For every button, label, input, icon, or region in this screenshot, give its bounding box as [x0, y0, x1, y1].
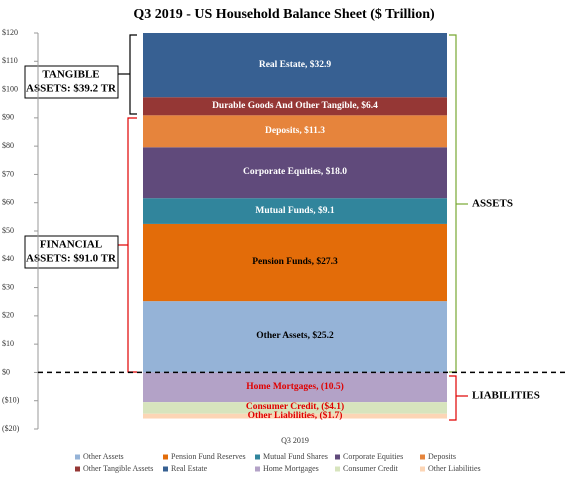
bar-segment: [143, 413, 447, 419]
y-tick-label: $120: [2, 28, 18, 37]
bar-segment: [143, 97, 447, 116]
tangible-box: [24, 65, 119, 99]
bar-segment: [143, 115, 447, 148]
legend-swatch: [255, 466, 260, 472]
legend-swatch: [335, 466, 340, 472]
legend-swatch: [163, 466, 168, 472]
bar-segment: [143, 301, 447, 373]
legend-swatch: [75, 454, 80, 460]
y-tick-label: $10: [2, 339, 14, 348]
annotation-line: ASSETS: $39.2 TR: [26, 83, 117, 95]
legend-label: Other Liabilities: [428, 464, 481, 473]
legend-label: Other Tangible Assets: [83, 464, 153, 473]
value-label: Durable Goods And Other Tangible, $6.4: [212, 100, 378, 111]
annotation-line: FINANCIAL: [40, 239, 102, 251]
bars: [143, 33, 447, 419]
value-label-box: Real Estate, $32.9: [258, 59, 332, 70]
value-label-box: Other Assets, $25.2: [256, 331, 334, 342]
legend-label: Mutual Fund Shares: [263, 452, 328, 461]
value-label: Deposits, $11.3: [265, 125, 325, 136]
bar-segment: [143, 33, 447, 98]
legend-label: Home Mortgages: [263, 464, 319, 473]
y-tick-label: ($20): [2, 424, 20, 433]
financial-bracket: [127, 117, 137, 373]
legend-swatch: [335, 454, 340, 460]
value-label-box: Mutual Funds, $9.1: [255, 205, 335, 216]
bar-segment: [143, 223, 447, 302]
legend-label: Consumer Credit: [343, 464, 399, 473]
value-label-box: Pension Funds, $27.3: [252, 257, 338, 268]
legend-swatch: [255, 454, 260, 460]
y-tick-label: $80: [2, 141, 14, 150]
y-tick-label: $50: [2, 226, 14, 235]
y-tick-label: $30: [2, 282, 14, 291]
bar-segment: [143, 372, 447, 403]
y-tick-label: $100: [2, 84, 18, 93]
liabilities-bracket: [449, 375, 457, 421]
x-tick-label: Q3 2019: [281, 436, 309, 445]
value-label: Consumer Credit, ($4.1): [245, 402, 345, 413]
value-label-box: Other Liabilities, ($1.7): [247, 410, 343, 421]
y-tick-label: $60: [2, 198, 14, 207]
financial-box: [24, 235, 119, 269]
bar-segment: [143, 147, 447, 199]
annotation-line: TANGIBLE: [42, 69, 99, 81]
value-label: Pension Funds, $27.3: [252, 257, 338, 268]
value-label-box: Deposits, $11.3: [265, 125, 325, 136]
value-label: Mutual Funds, $9.1: [255, 205, 335, 216]
legend-label: Real Estate: [171, 464, 208, 473]
value-label: Other Liabilities, ($1.7): [247, 410, 343, 421]
annotation-line: LIABILITIES: [472, 390, 540, 402]
legend-label: Deposits: [428, 452, 456, 461]
y-tick-label: $20: [2, 311, 14, 320]
y-tick-label: $90: [2, 113, 14, 122]
legend-swatch: [420, 454, 425, 460]
assets-bracket: [449, 34, 457, 373]
legend-label: Other Assets: [83, 452, 124, 461]
legend-swatch: [163, 454, 168, 460]
legend-swatch: [420, 466, 425, 472]
y-tick-label: ($10): [2, 396, 20, 405]
y-tick-label: $110: [2, 56, 18, 65]
legend-swatch: [75, 466, 80, 472]
value-label-box: Durable Goods And Other Tangible, $6.4: [212, 100, 378, 111]
y-tick-label: $70: [2, 169, 14, 178]
value-label: Home Mortgages, (10.5): [246, 381, 344, 392]
y-tick-label: $0: [2, 367, 10, 376]
annotation-line: ASSETS: [472, 198, 513, 210]
value-label-box: Consumer Credit, ($4.1): [245, 402, 345, 413]
chart-title: Q3 2019 - US Household Balance Sheet ($ …: [133, 7, 435, 22]
bar-segment: [143, 402, 447, 414]
legend-label: Pension Fund Reserves: [171, 452, 246, 461]
value-label: Corporate Equities, $18.0: [243, 167, 347, 178]
bar-segment: [143, 198, 447, 224]
legend-label: Corporate Equities: [343, 452, 403, 461]
tangible-bracket: [129, 34, 137, 115]
value-label-box: Corporate Equities, $18.0: [243, 167, 347, 178]
y-tick-label: $40: [2, 254, 14, 263]
annotation: TANGIBLE ASSETS: $39.2 TR FINANCIAL ASSE…: [26, 69, 540, 402]
value-label: Real Estate, $32.9: [258, 59, 332, 70]
annotation-line: ASSETS: $91.0 TR: [26, 253, 117, 265]
value-label-box: Home Mortgages, (10.5): [246, 381, 344, 392]
value-label: Other Assets, $25.2: [256, 331, 334, 342]
